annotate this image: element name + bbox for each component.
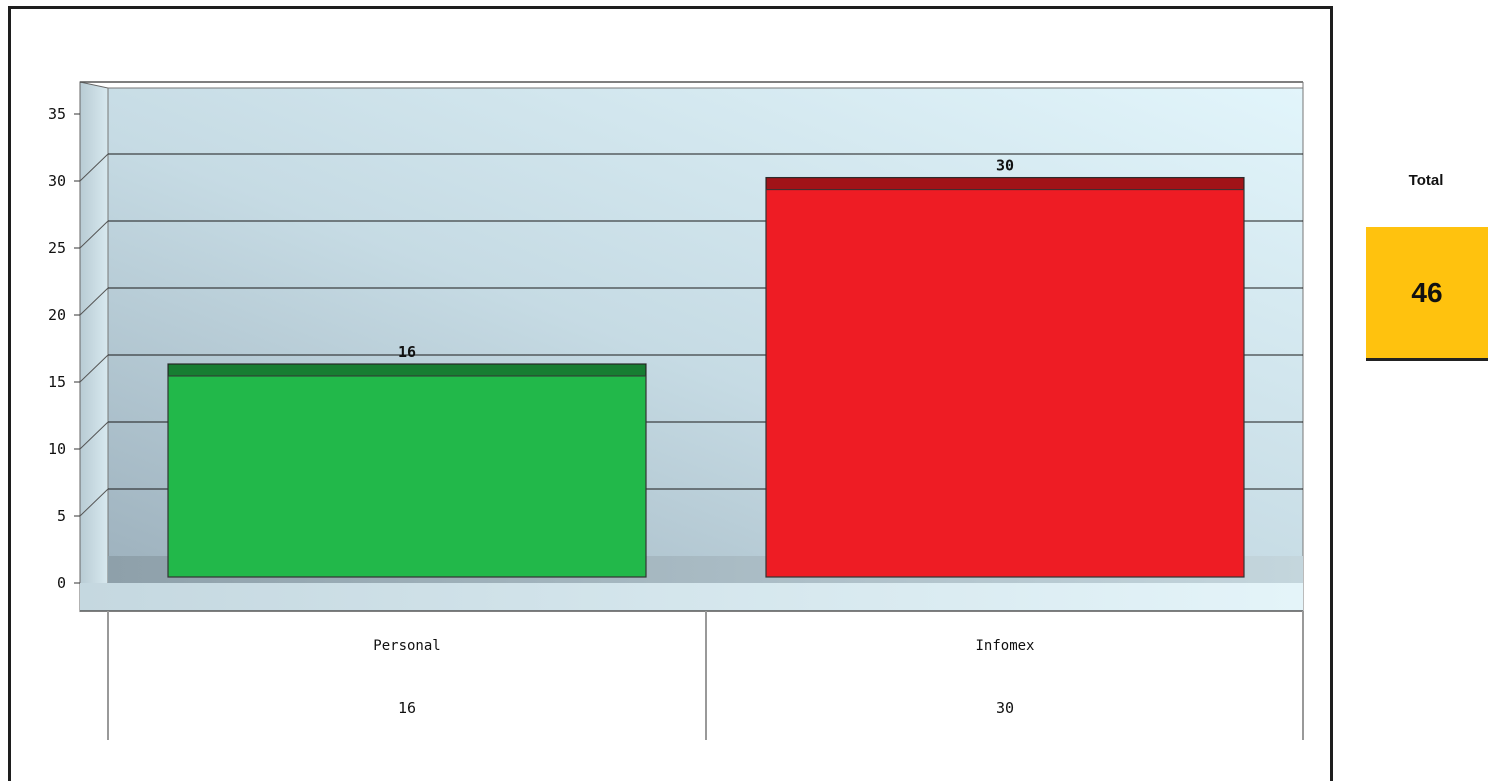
- y-tick-label: 25: [48, 239, 66, 257]
- chart-base: [80, 583, 1303, 611]
- category-label: Personal: [373, 638, 440, 654]
- bar: [765, 176, 1245, 578]
- bar-data-label: 30: [996, 157, 1014, 175]
- data-table: Personal 16 Infomex 30: [107, 611, 1304, 740]
- y-axis: 0 5 10 15 20 25 30 35: [48, 105, 80, 592]
- y-tick-label: 10: [48, 440, 66, 458]
- y-tick-label: 35: [48, 105, 66, 123]
- bar-data-label: 16: [398, 343, 416, 361]
- left-side-wall: [79, 81, 109, 613]
- gridline-side: [79, 488, 109, 517]
- gridline-side: [79, 220, 109, 249]
- y-tick-label: 15: [48, 373, 66, 391]
- category-label: Infomex: [975, 638, 1034, 654]
- bar-top-face: [168, 363, 646, 376]
- gridline-side: [79, 421, 109, 450]
- gridline-side: [79, 354, 109, 383]
- total-label: Total: [1408, 172, 1444, 189]
- y-tick-label: 30: [48, 172, 66, 190]
- table-value: 16: [398, 699, 416, 717]
- table-value: 30: [996, 699, 1014, 717]
- gridline-side: [79, 287, 109, 316]
- y-tick-label: 0: [57, 574, 66, 592]
- bar-top-face: [766, 177, 1244, 190]
- bar: [167, 363, 647, 578]
- total-value: 46: [1411, 276, 1443, 308]
- y-tick-label: 20: [48, 306, 66, 324]
- gridline-side: [79, 153, 109, 182]
- total-value-box: 46: [1366, 227, 1488, 361]
- y-tick-label: 5: [57, 507, 66, 525]
